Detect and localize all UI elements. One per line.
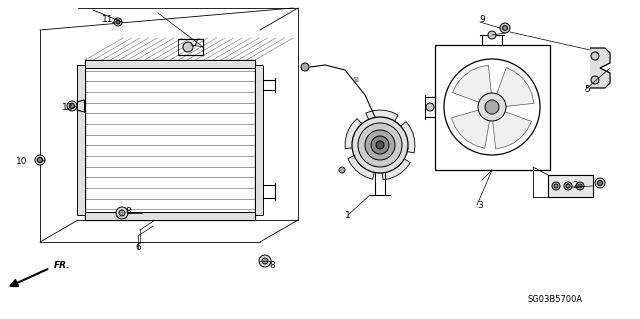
Text: 8: 8 — [269, 261, 275, 270]
Polygon shape — [348, 149, 378, 179]
Circle shape — [485, 100, 499, 114]
Circle shape — [591, 76, 599, 84]
Polygon shape — [451, 108, 491, 148]
Text: 8: 8 — [125, 207, 131, 217]
Bar — [77, 65, 85, 215]
Text: FR.: FR. — [54, 262, 70, 271]
Text: 7: 7 — [192, 39, 198, 48]
Circle shape — [259, 255, 271, 267]
Polygon shape — [452, 65, 492, 104]
Circle shape — [371, 136, 389, 154]
Text: ⊠: ⊠ — [352, 77, 358, 83]
Circle shape — [502, 26, 508, 31]
Circle shape — [35, 155, 45, 165]
Text: 10: 10 — [16, 158, 28, 167]
Bar — [548, 175, 593, 197]
Circle shape — [576, 182, 584, 190]
Circle shape — [591, 52, 599, 60]
Text: SG03B5700A: SG03B5700A — [527, 295, 582, 305]
Circle shape — [426, 103, 434, 111]
Text: 1: 1 — [345, 211, 351, 219]
Circle shape — [119, 210, 125, 216]
Bar — [435, 45, 550, 170]
Text: 4: 4 — [392, 144, 398, 152]
Polygon shape — [345, 119, 373, 149]
Circle shape — [552, 182, 560, 190]
Polygon shape — [380, 151, 410, 180]
Circle shape — [116, 207, 128, 219]
Circle shape — [500, 23, 510, 33]
Circle shape — [554, 184, 558, 188]
Circle shape — [67, 101, 77, 111]
Circle shape — [38, 158, 42, 162]
Circle shape — [488, 31, 496, 39]
Circle shape — [339, 167, 345, 173]
Circle shape — [183, 42, 193, 52]
Circle shape — [70, 103, 74, 108]
Circle shape — [478, 93, 506, 121]
Circle shape — [262, 258, 268, 264]
Text: 6: 6 — [135, 243, 141, 253]
Polygon shape — [492, 110, 531, 149]
Circle shape — [352, 117, 408, 173]
Circle shape — [358, 123, 402, 167]
Bar — [85, 212, 255, 220]
Polygon shape — [495, 68, 534, 107]
Circle shape — [564, 182, 572, 190]
Circle shape — [598, 181, 602, 186]
Circle shape — [301, 63, 309, 71]
Circle shape — [566, 184, 570, 188]
Text: 2: 2 — [572, 181, 578, 189]
Polygon shape — [389, 122, 415, 153]
Text: 9: 9 — [479, 16, 485, 25]
Text: 5: 5 — [584, 85, 590, 94]
Circle shape — [114, 18, 122, 26]
Circle shape — [116, 20, 120, 24]
Polygon shape — [590, 48, 610, 88]
Bar — [85, 60, 255, 220]
Bar — [255, 65, 263, 215]
Text: 3: 3 — [477, 201, 483, 210]
Bar — [85, 60, 255, 68]
Circle shape — [595, 178, 605, 188]
Text: 12: 12 — [62, 103, 74, 113]
Polygon shape — [366, 110, 398, 135]
Circle shape — [578, 184, 582, 188]
Circle shape — [365, 130, 395, 160]
Circle shape — [376, 141, 384, 149]
Circle shape — [444, 59, 540, 155]
Text: 11: 11 — [102, 16, 114, 25]
